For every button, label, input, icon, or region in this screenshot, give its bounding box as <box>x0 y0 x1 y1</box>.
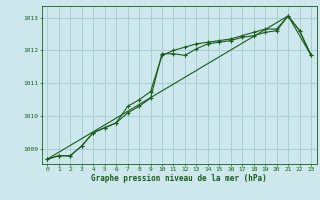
X-axis label: Graphe pression niveau de la mer (hPa): Graphe pression niveau de la mer (hPa) <box>91 174 267 183</box>
